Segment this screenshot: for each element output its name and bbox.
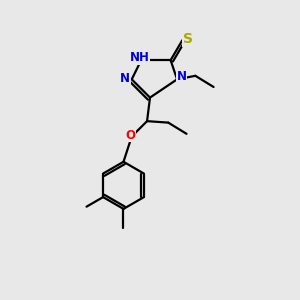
Text: N: N bbox=[120, 72, 130, 85]
Text: S: S bbox=[183, 32, 193, 46]
Text: O: O bbox=[126, 129, 136, 142]
Text: NH: NH bbox=[130, 51, 150, 64]
Text: N: N bbox=[176, 70, 187, 83]
